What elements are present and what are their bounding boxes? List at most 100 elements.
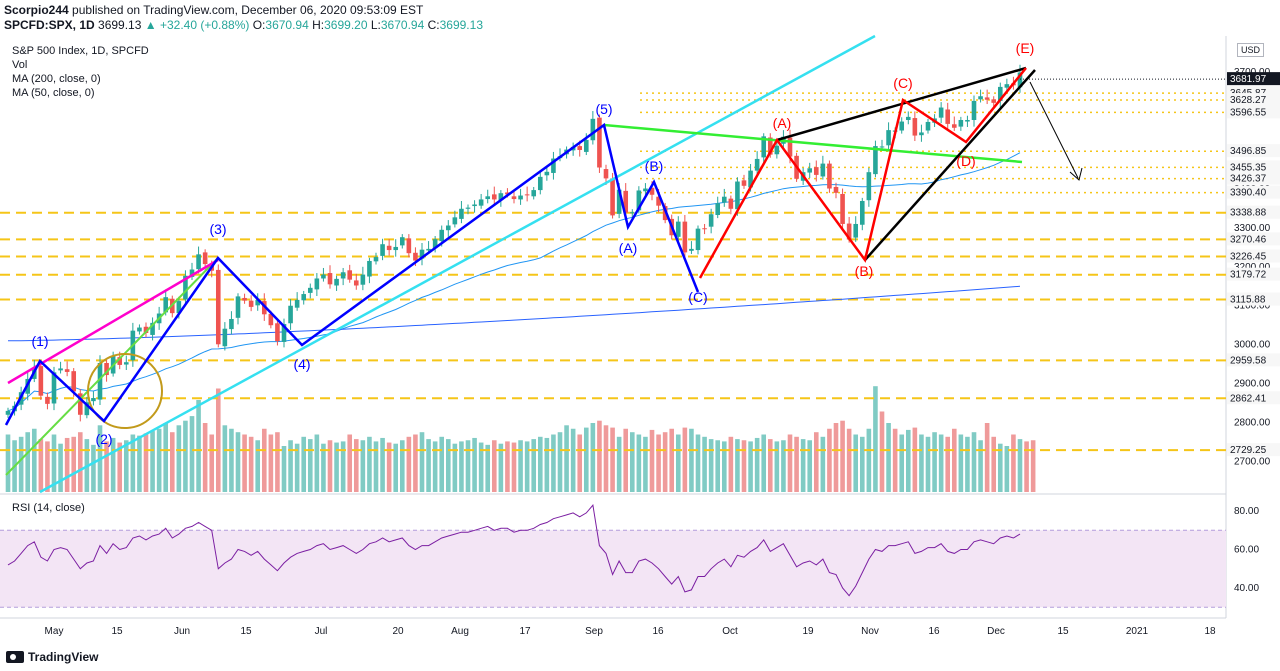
volume-bar [557,432,563,492]
volume-bar [123,440,129,492]
candle-body [406,238,412,254]
candle-body [813,167,819,175]
candle-body [997,86,1003,101]
candle-body [715,203,721,216]
candle-body [695,228,701,251]
price-level-label: 3226.45 [1230,252,1267,263]
legend-title: S&P 500 Index, 1D, SPCFD [12,45,149,57]
publish-text: published on TradingView.com, December 0… [72,3,424,17]
volume-bar [708,439,714,492]
volume-bar [800,439,806,492]
price-level-label: 2862.41 [1230,393,1267,404]
volume-bar [255,440,261,492]
candle-body [439,229,445,242]
volume-bar [229,428,234,492]
volume-bar [1004,446,1010,492]
candle-body [419,249,425,259]
volume-bar [524,441,530,492]
candle-body [452,217,458,225]
currency-badge: USD [1237,43,1265,57]
volume-bar [360,440,366,492]
price-axis-tick: 3300.00 [1234,223,1271,234]
volume-bar [18,436,24,492]
candle-body [229,318,234,330]
volume-bar [288,440,293,492]
volume-bar [485,444,491,492]
footer-brand: TradingView [28,650,99,664]
volume-bar [202,423,208,492]
arrow-head-icon [1069,167,1083,181]
volume-bar [695,434,701,492]
volume-bar [925,436,931,492]
volume-bar [367,436,372,492]
red-wave-path [698,67,1027,279]
candle-body [347,270,353,280]
candle-body [754,158,760,171]
candle-body [275,323,280,342]
volume-bar [445,439,451,492]
volume-bar [380,437,385,492]
candle-body [991,99,997,103]
last-price-label: 3681.97 [1230,74,1267,85]
candle-body [393,246,399,251]
candle-body [380,244,385,256]
volume-bar [321,443,326,492]
volume-bar [45,441,50,492]
time-axis-tick: Dec [987,626,1005,637]
volume-bar [31,428,37,492]
time-axis-tick: 15 [240,626,252,637]
cyan-trendline [39,34,876,494]
volume-bar [452,443,458,492]
candle-body [307,287,313,293]
candle-body [610,178,615,216]
volume-bar [393,443,399,492]
ma50-line [7,152,1021,412]
volume-bar [675,434,681,492]
candle-body [938,107,944,118]
volume-bar [261,428,267,492]
candle-body [64,369,70,372]
price-level-label: 3179.72 [1230,270,1267,281]
candle-body [137,327,142,332]
volume-bar [439,436,445,492]
price-axis-tick: 3100.00 [1234,301,1271,312]
price-level-tag [1227,391,1280,405]
candle-body [702,228,707,230]
volume-bar [301,436,307,492]
candle-body [551,158,556,173]
wave-label: (C) [688,289,707,305]
candle-body [840,193,845,224]
publisher-name[interactable]: Scorpio244 [4,3,69,17]
candle-body [866,172,872,201]
wave-label: (E) [1016,40,1035,56]
last-price-tag [1227,72,1280,86]
time-axis-tick: 16 [652,626,664,637]
wave-label: (5) [595,101,612,117]
green-trendline [5,257,219,476]
candle-body [827,163,832,189]
candle-body [919,132,924,136]
candle-body [143,326,149,333]
price-level-tag [1227,144,1280,158]
candle-body [445,225,451,231]
candle-body [367,260,372,277]
volume-bar [932,432,937,492]
wave-label: (3) [209,221,226,237]
volume-bar [813,432,819,492]
price-level-tag [1227,185,1280,199]
time-axis-tick: Jun [174,626,190,637]
candle-body [735,181,740,210]
price-level-label: 3628.27 [1230,95,1267,106]
volume-bar [840,420,845,492]
price-level-label: 2959.58 [1230,355,1267,366]
volume-bar [682,427,688,492]
volume-bar [991,436,997,492]
time-axis-tick: Jul [315,626,328,637]
candle-body [288,305,293,324]
volume-bar [919,434,924,492]
volume-bar [735,439,740,492]
volume-bar [577,434,583,492]
volume-bar [978,440,983,492]
tradingview-logo[interactable]: TradingView [6,650,98,664]
